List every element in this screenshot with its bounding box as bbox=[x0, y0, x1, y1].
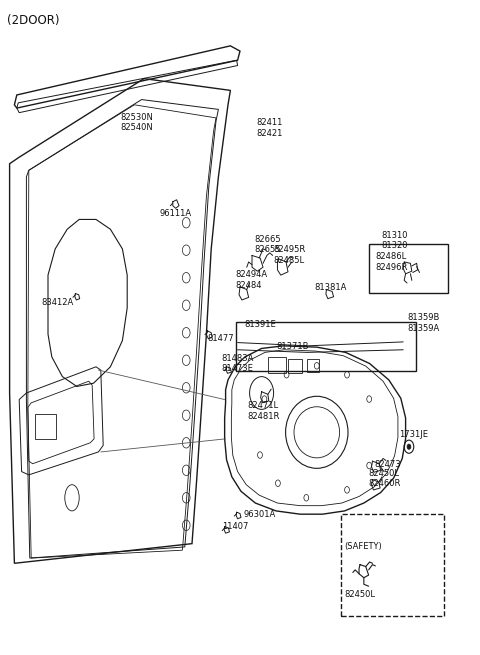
Bar bbox=[307, 359, 319, 372]
Text: 11407: 11407 bbox=[222, 522, 248, 531]
Text: 82450L: 82450L bbox=[345, 590, 376, 599]
Bar bbox=[288, 359, 302, 373]
Text: 81477: 81477 bbox=[207, 334, 234, 343]
Text: 82665
82655: 82665 82655 bbox=[254, 234, 281, 254]
Text: 82486L
82496R: 82486L 82496R bbox=[376, 252, 408, 272]
Bar bbox=[35, 414, 56, 439]
Text: 81381A: 81381A bbox=[314, 283, 347, 292]
Text: (2DOOR): (2DOOR) bbox=[7, 14, 60, 28]
Text: 81391E: 81391E bbox=[245, 320, 276, 329]
Text: 82473: 82473 bbox=[374, 460, 401, 469]
Text: 81371B: 81371B bbox=[276, 342, 309, 351]
Bar bbox=[236, 322, 416, 371]
Bar bbox=[341, 514, 444, 616]
Text: 81359B
81359A: 81359B 81359A bbox=[407, 313, 439, 333]
Bar bbox=[268, 357, 286, 373]
Text: 1731JE: 1731JE bbox=[399, 430, 428, 439]
Text: 96111A: 96111A bbox=[159, 209, 191, 218]
Bar bbox=[369, 244, 448, 293]
Circle shape bbox=[407, 444, 411, 449]
Text: 82495R
82485L: 82495R 82485L bbox=[274, 245, 306, 265]
Text: 82494A
82484: 82494A 82484 bbox=[235, 270, 267, 290]
Text: 81483A
81473E: 81483A 81473E bbox=[222, 354, 254, 373]
Text: 83412A: 83412A bbox=[41, 298, 74, 307]
Text: 82411
82421: 82411 82421 bbox=[257, 118, 283, 138]
Text: 82471L
82481R: 82471L 82481R bbox=[247, 401, 279, 421]
Text: 82450L
82460R: 82450L 82460R bbox=[369, 468, 401, 488]
Text: 96301A: 96301A bbox=[244, 510, 276, 519]
Text: (SAFETY): (SAFETY) bbox=[345, 542, 383, 551]
Text: 82530N
82540N: 82530N 82540N bbox=[120, 113, 153, 132]
Text: 81310
81320: 81310 81320 bbox=[382, 231, 408, 250]
